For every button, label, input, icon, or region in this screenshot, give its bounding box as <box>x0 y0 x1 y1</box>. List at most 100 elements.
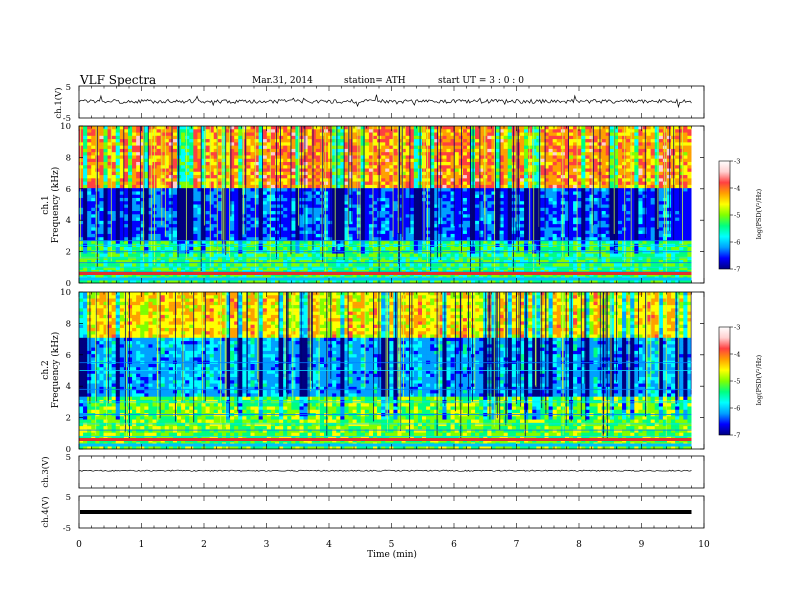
spectrogram-cell <box>91 201 95 205</box>
spectrogram-cell <box>124 136 128 140</box>
spectrogram-cell <box>148 169 152 173</box>
spectrogram-cell <box>91 159 95 163</box>
spectrogram-cell <box>193 129 197 133</box>
spectrogram-cell <box>112 218 116 222</box>
spectrogram-cell <box>222 257 226 261</box>
spectrogram-cell <box>148 260 152 264</box>
spectrogram-cell <box>246 169 250 173</box>
spectrogram-cell <box>283 234 287 238</box>
spectrogram-cell <box>202 136 206 140</box>
spectrogram-cell <box>144 254 148 258</box>
spectrogram-cell <box>116 218 120 222</box>
spectrogram-cell <box>128 159 132 163</box>
spectrogram-cell <box>132 195 136 199</box>
spectrogram-cell <box>112 263 116 267</box>
spectrogram-cell <box>251 218 255 222</box>
spectrogram-cell <box>128 165 132 169</box>
spectrogram-cell <box>157 198 161 202</box>
spectrogram-cell <box>99 133 103 137</box>
spectrogram-cell <box>157 263 161 267</box>
spectrogram-cell <box>181 175 185 179</box>
spectrogram-cell <box>263 146 267 150</box>
spectrogram-cell <box>308 126 312 130</box>
spectrogram-cell <box>99 198 103 202</box>
spectrogram-cell <box>324 155 328 159</box>
spectrogram-cell <box>112 257 116 261</box>
spectrogram-cell <box>165 257 169 261</box>
spectrogram-cell <box>79 149 83 153</box>
spectrogram-cell <box>161 178 165 182</box>
spectrogram-cell <box>251 129 255 133</box>
spectrogram-cell <box>206 152 210 156</box>
spectrogram-cell <box>161 227 165 231</box>
spectrogram-cell <box>124 234 128 238</box>
spectrogram-cell <box>202 224 206 228</box>
spectrogram-cell <box>173 139 177 143</box>
spectrogram-cell <box>116 201 120 205</box>
spectrogram-cell <box>132 165 136 169</box>
spectrogram-cell <box>263 214 267 218</box>
spectrogram-cell <box>181 139 185 143</box>
spectrogram-cell <box>316 152 320 156</box>
spectrogram-cell <box>157 227 161 231</box>
spectrogram-cell <box>79 142 83 146</box>
spectrogram-cell <box>169 178 173 182</box>
spectrogram-cell <box>99 195 103 199</box>
spectrogram-cell <box>304 214 308 218</box>
spectrogram-cell <box>238 224 242 228</box>
spectrogram-cell <box>185 182 189 186</box>
spectrogram-cell <box>279 155 283 159</box>
spectrogram-cell <box>91 146 95 150</box>
spectrogram-cell <box>87 149 91 153</box>
spectrogram-cell <box>324 188 328 192</box>
spectrogram-cell <box>246 152 250 156</box>
spectrogram-cell <box>263 257 267 261</box>
spectrogram-cell <box>116 129 120 133</box>
spectrogram-cell <box>238 152 242 156</box>
spectrogram-cell <box>173 205 177 209</box>
spectrogram-cell <box>324 211 328 215</box>
spectrogram-cell <box>206 182 210 186</box>
spectrogram-cell <box>324 159 328 163</box>
spectrogram-cell <box>173 227 177 231</box>
spectrogram-cell <box>271 263 275 267</box>
spectrogram-cell <box>99 254 103 258</box>
spectrogram-cell <box>124 263 128 267</box>
spectrogram-cell <box>173 136 177 140</box>
spectrogram-cell <box>185 165 189 169</box>
spectrogram-cell <box>202 205 206 209</box>
spectrogram-cell <box>238 133 242 137</box>
spectrogram-cell <box>91 126 95 130</box>
spectrogram-cell <box>124 178 128 182</box>
spectrogram-cell <box>275 221 279 225</box>
spectrogram-cell <box>312 129 316 133</box>
ch1-spectrogram-panel: ch.1 Frequency (kHz) 1086420 <box>41 122 704 289</box>
spectrogram-cell <box>206 129 210 133</box>
spectrogram-cell <box>328 254 332 258</box>
spectrogram-cell <box>185 152 189 156</box>
spectrogram-cell <box>234 129 238 133</box>
spectrogram-cell <box>157 172 161 176</box>
spectrogram-cell <box>87 146 91 150</box>
spectrogram-cell <box>169 188 173 192</box>
spectrogram-cell <box>173 198 177 202</box>
spectrogram-cell <box>112 146 116 150</box>
spectrogram-cell <box>169 231 173 235</box>
spectrogram-cell <box>136 208 140 212</box>
spectrogram-cell <box>271 260 275 264</box>
spectrogram-cell <box>238 146 242 150</box>
spectrogram-cell <box>91 211 95 215</box>
spectrogram-cell <box>246 195 250 199</box>
spectrogram-cell <box>83 142 87 146</box>
spectrogram-cell <box>91 152 95 156</box>
spectrogram-cell <box>83 178 87 182</box>
spectrogram-cell <box>295 201 299 205</box>
spectrogram-cell <box>271 139 275 143</box>
spectrogram-cell <box>218 247 222 251</box>
spectrogram-cell <box>87 254 91 258</box>
spectrogram-cell <box>116 234 120 238</box>
spectrogram-cell <box>206 178 210 182</box>
spectrogram-cell <box>251 185 255 189</box>
spectrogram-cell <box>263 205 267 209</box>
spectrogram-cell <box>83 133 87 137</box>
